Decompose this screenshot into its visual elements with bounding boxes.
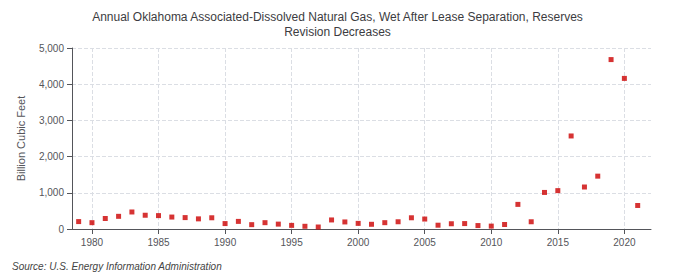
svg-text:0: 0 xyxy=(58,224,64,235)
svg-text:Revision Decreases: Revision Decreases xyxy=(284,25,391,39)
svg-text:Source: U.S. Energy Informatio: Source: U.S. Energy Information Administ… xyxy=(12,261,222,272)
svg-text:2020: 2020 xyxy=(613,237,636,248)
svg-text:2,000: 2,000 xyxy=(39,151,64,162)
svg-text:2015: 2015 xyxy=(547,237,570,248)
svg-text:1985: 1985 xyxy=(147,237,170,248)
svg-text:2010: 2010 xyxy=(480,237,503,248)
svg-text:5,000: 5,000 xyxy=(39,43,64,54)
svg-text:4,000: 4,000 xyxy=(39,79,64,90)
svg-text:2005: 2005 xyxy=(414,237,437,248)
svg-text:1980: 1980 xyxy=(81,237,104,248)
svg-text:1990: 1990 xyxy=(214,237,237,248)
svg-text:Billion Cubic Feet: Billion Cubic Feet xyxy=(15,96,27,182)
svg-text:1995: 1995 xyxy=(280,237,303,248)
svg-text:1,000: 1,000 xyxy=(39,187,64,198)
svg-text:2000: 2000 xyxy=(347,237,370,248)
svg-text:Annual Oklahoma Associated-Dis: Annual Oklahoma Associated-Dissolved Nat… xyxy=(92,10,583,24)
svg-text:3,000: 3,000 xyxy=(39,115,64,126)
